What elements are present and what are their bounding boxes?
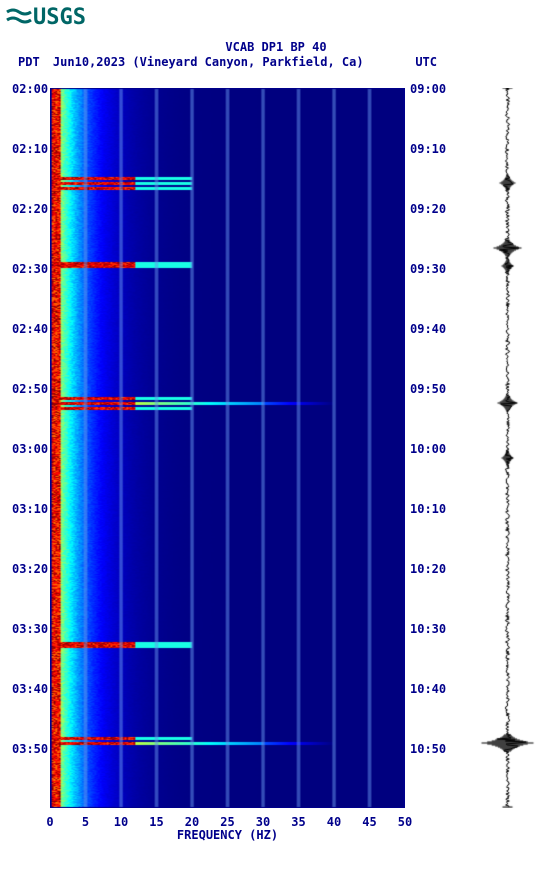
y-left-tick: 02:40: [12, 322, 48, 336]
y-right-tick: 10:20: [410, 562, 446, 576]
x-tick: 5: [82, 815, 89, 829]
y-left-tick: 02:00: [12, 82, 48, 96]
y-right-tick: 09:20: [410, 202, 446, 216]
x-tick: 15: [149, 815, 163, 829]
chart-subtitle: PDT Jun10,2023 (Vineyard Canyon, Parkfie…: [0, 55, 552, 69]
y-right-tick: 09:30: [410, 262, 446, 276]
y-left-tick: 03:10: [12, 502, 48, 516]
y-left-tick: 03:50: [12, 742, 48, 756]
spectrogram-canvas: [50, 88, 405, 808]
x-tick: 20: [185, 815, 199, 829]
y-right-tick: 10:10: [410, 502, 446, 516]
y-left-tick: 03:00: [12, 442, 48, 456]
left-timezone-label: PDT: [18, 55, 40, 69]
x-tick: 0: [46, 815, 53, 829]
usgs-logo: USGS: [5, 5, 86, 30]
x-axis-label: FREQUENCY (HZ): [50, 828, 405, 842]
y-left-tick: 03:30: [12, 622, 48, 636]
y-left-tick: 02:30: [12, 262, 48, 276]
date-station-label: Jun10,2023 (Vineyard Canyon, Parkfield, …: [53, 55, 364, 69]
x-tick: 10: [114, 815, 128, 829]
y-right-tick: 09:10: [410, 142, 446, 156]
x-tick: 35: [291, 815, 305, 829]
y-right-tick: 10:00: [410, 442, 446, 456]
y-right-tick: 10:30: [410, 622, 446, 636]
y-right-tick: 09:50: [410, 382, 446, 396]
y-right-tick: 10:40: [410, 682, 446, 696]
logo-text: USGS: [33, 5, 86, 30]
x-tick: 50: [398, 815, 412, 829]
y-left-tick: 02:50: [12, 382, 48, 396]
waveform-canvas: [480, 88, 535, 808]
x-tick: 40: [327, 815, 341, 829]
y-right-tick: 09:40: [410, 322, 446, 336]
y-left-tick: 03:40: [12, 682, 48, 696]
y-left-tick: 02:10: [12, 142, 48, 156]
y-right-tick: 09:00: [410, 82, 446, 96]
y-left-tick: 03:20: [12, 562, 48, 576]
chart-title: VCAB DP1 BP 40: [0, 40, 552, 54]
spectrogram-plot: [50, 88, 405, 808]
y-right-tick: 10:50: [410, 742, 446, 756]
x-tick: 45: [362, 815, 376, 829]
right-timezone-label: UTC: [415, 55, 437, 69]
x-tick: 25: [220, 815, 234, 829]
x-tick: 30: [256, 815, 270, 829]
y-left-tick: 02:20: [12, 202, 48, 216]
